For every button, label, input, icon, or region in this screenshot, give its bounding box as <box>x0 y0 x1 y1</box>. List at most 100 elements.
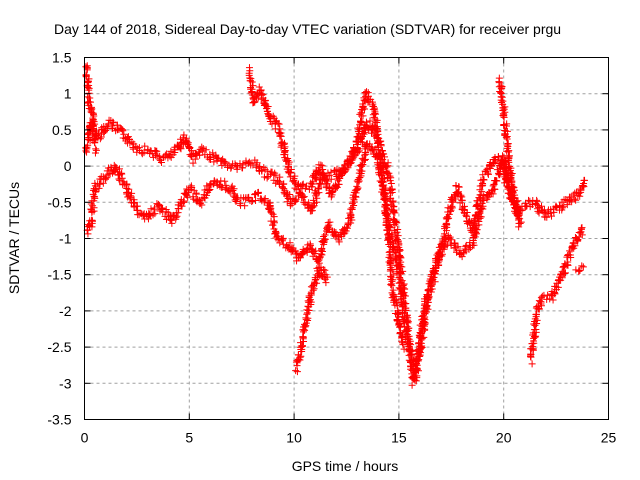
data-point <box>227 163 235 171</box>
data-point <box>514 212 522 220</box>
data-point <box>419 317 427 325</box>
data-point <box>473 226 481 234</box>
series-track-3 <box>245 64 408 353</box>
data-point <box>392 234 400 242</box>
data-point <box>319 266 327 274</box>
data-point <box>276 132 284 140</box>
data-point <box>124 133 132 141</box>
data-point <box>325 172 333 180</box>
data-point <box>268 209 276 217</box>
data-point <box>576 192 584 200</box>
data-point <box>194 195 202 203</box>
data-point <box>89 202 97 210</box>
data-point <box>382 184 390 192</box>
data-point <box>356 110 364 118</box>
series-track-1 <box>82 116 589 389</box>
data-point <box>378 178 386 186</box>
data-point <box>389 276 397 284</box>
data-point <box>188 152 196 160</box>
data-point <box>153 147 161 155</box>
data-point <box>263 107 271 115</box>
data-point <box>414 350 422 358</box>
data-point <box>429 275 437 283</box>
data-point <box>373 124 381 132</box>
data-point <box>314 257 322 265</box>
data-point <box>263 167 271 175</box>
data-point <box>575 267 583 275</box>
data-point <box>390 208 398 216</box>
data-point <box>302 182 310 190</box>
data-point <box>158 204 166 212</box>
data-point <box>321 266 329 274</box>
data-point <box>301 326 309 334</box>
data-point <box>562 196 570 204</box>
y-tick-label: 1 <box>64 86 72 102</box>
data-point <box>400 302 408 310</box>
data-point <box>502 133 510 141</box>
data-point <box>168 219 176 227</box>
data-point <box>405 342 413 350</box>
data-point <box>397 278 405 286</box>
data-point <box>411 362 419 370</box>
data-point <box>537 298 545 306</box>
data-point <box>199 147 207 155</box>
data-point <box>480 192 488 200</box>
data-point <box>335 238 343 246</box>
series-track-4 <box>292 263 331 376</box>
data-point <box>300 326 308 334</box>
data-point <box>361 151 369 159</box>
y-tick-label: -3 <box>59 375 72 391</box>
data-point <box>138 150 146 158</box>
data-point <box>147 205 155 213</box>
data-point <box>490 181 498 189</box>
data-point <box>166 152 174 160</box>
data-point <box>531 315 539 323</box>
data-point <box>496 171 504 179</box>
data-point <box>356 174 364 182</box>
data-point <box>82 147 90 155</box>
data-point <box>396 267 404 275</box>
y-tick-label: -3.5 <box>47 412 71 428</box>
data-point <box>387 281 395 289</box>
data-point <box>355 126 363 134</box>
data-point <box>316 269 324 277</box>
data-point <box>275 120 283 128</box>
data-point <box>577 224 585 232</box>
data-point <box>274 119 282 127</box>
data-point <box>547 209 555 217</box>
data-point <box>517 218 525 226</box>
data-point <box>534 207 542 215</box>
data-point <box>84 131 92 139</box>
data-point <box>375 134 383 142</box>
data-point <box>278 237 286 245</box>
data-point <box>90 186 98 194</box>
data-point <box>249 82 257 90</box>
data-point <box>413 354 421 362</box>
data-point <box>306 240 314 248</box>
data-point <box>458 196 466 204</box>
data-point <box>87 98 95 106</box>
data-point <box>491 185 499 193</box>
data-point <box>408 381 416 389</box>
data-point <box>116 165 124 173</box>
x-tick-label: 5 <box>185 430 193 446</box>
data-point <box>499 112 507 120</box>
data-point <box>305 306 313 314</box>
data-point <box>478 188 486 196</box>
data-point <box>346 209 354 217</box>
data-point <box>82 63 90 71</box>
data-point <box>558 274 566 282</box>
data-point <box>109 119 117 127</box>
data-point <box>480 176 488 184</box>
data-point <box>507 171 515 179</box>
data-point <box>448 204 456 212</box>
data-point <box>578 262 586 270</box>
data-point <box>373 118 381 126</box>
data-point <box>421 306 429 314</box>
data-point <box>366 117 374 125</box>
data-point <box>100 128 108 136</box>
y-tick-label: -1 <box>59 231 72 247</box>
data-point <box>408 357 416 365</box>
data-point <box>298 181 306 189</box>
